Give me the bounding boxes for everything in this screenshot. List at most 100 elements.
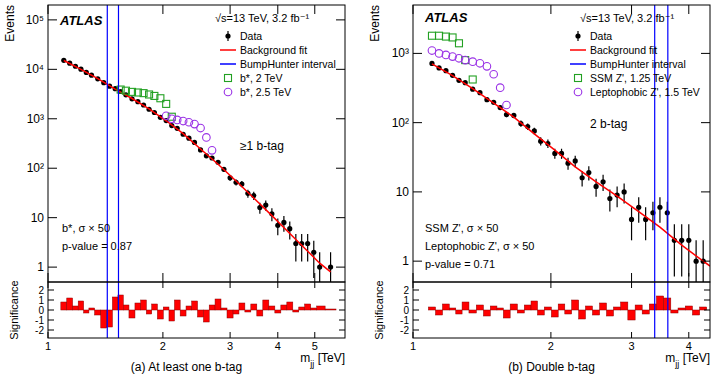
significance-bar [510,304,517,310]
caption: (b) Double b-tag [508,360,595,374]
x-tick [413,5,414,14]
x-tick [550,5,551,14]
significance-bar [221,308,227,310]
legend-label: Leptophobic Z', 1.5 TeV [590,86,700,98]
x-tick [230,273,231,282]
significance-bar [251,304,257,310]
data-point [281,220,286,225]
significance-bar [503,310,510,318]
legend-swatch [225,33,230,38]
x-tick [688,273,689,282]
x-tick [162,332,163,338]
significance-bar [692,310,699,315]
ratio-y-tick-label: 0 [403,305,409,316]
x-tick [413,282,414,288]
y-axis-label: Events [3,5,17,42]
marker-square [163,100,170,107]
error-bar [645,207,646,240]
marker-circle [483,63,491,71]
y-axis-label: Events [368,5,382,42]
x-tick [48,273,49,282]
data-point [622,189,627,194]
significance-bar [537,310,544,315]
x-tick-label: 3 [227,340,233,352]
significance-bar [123,305,129,310]
y-tick [701,53,710,54]
interval-line [107,5,108,338]
note: p-value = 0.71 [425,258,495,270]
ratio-y-tick [413,310,419,311]
significance-bar [101,310,107,328]
significance-bar [671,310,678,313]
marker-circle [197,124,205,132]
significance-bar [628,310,635,320]
significance-bar [215,299,221,310]
x-tick-label: 2 [548,340,554,352]
y-tick [413,191,422,192]
ratio-y-tick [339,300,345,301]
data-point [593,184,598,189]
legend-swatch [220,49,236,51]
significance-bar [209,305,215,310]
x-tick [230,282,231,288]
x-tick [48,282,49,288]
x-tick [314,282,315,288]
significance-bar [579,310,586,319]
ratio-y-tick-label: 1 [403,295,409,306]
y-tick [48,267,57,268]
y-tick [336,19,345,20]
ratio-y-tick [48,290,54,291]
significance-bar [531,301,537,310]
data-point [328,265,333,270]
significance-bar [192,301,198,310]
x-tick [314,5,315,14]
x-tick [162,282,163,288]
y-tick [413,122,422,123]
ratio-y-tick-label: -1 [400,315,409,326]
y-tick [336,217,345,218]
significance-bar [61,302,67,310]
legend-swatch [225,75,232,82]
x-tick [631,282,632,288]
significance-bar [186,306,192,310]
ratio-y-tick-label: -2 [400,325,409,336]
significance-bar [517,310,524,313]
significance-bar [592,310,599,315]
y-tick-label: 10 [31,211,45,225]
significance-bar [456,310,462,314]
x-tick [314,273,315,282]
x-tick-label: 3 [628,340,634,352]
y-tick [336,118,345,119]
interval-line [118,5,119,338]
significance-bar [462,302,469,310]
error-bar [638,197,639,222]
significance-bar [428,307,435,310]
y-tick-label: 10³ [27,112,44,126]
legend-swatch [570,49,586,51]
significance-bar [664,298,671,310]
interval-lines [107,5,118,338]
y-tick-label: 1 [402,254,409,268]
significance-bar [449,308,456,310]
legend-swatch [575,33,580,38]
marker-circle [490,70,498,78]
y-tick [48,118,57,119]
significance-bar [678,308,685,310]
ratio-y-tick [704,310,710,311]
significance-bar [685,306,692,310]
ratio-plot-marks [428,296,706,320]
significance-bar [157,310,163,319]
main-plot-marks [61,58,333,282]
ratio-frame [48,282,345,338]
x-axis-label: mjj [TeV] [300,351,345,369]
legend-label: Background fit [590,44,657,56]
data-point [679,238,684,243]
significance-bar [483,310,490,316]
ratio-y-tick [704,290,710,291]
ratio-y-tick-label: 1 [38,295,44,306]
x-tick [688,5,689,14]
ratio-y-axis-label: Significance [8,280,20,339]
ratio-y-tick [413,300,419,301]
significance-bar [524,305,531,310]
legend-swatch [220,63,236,65]
